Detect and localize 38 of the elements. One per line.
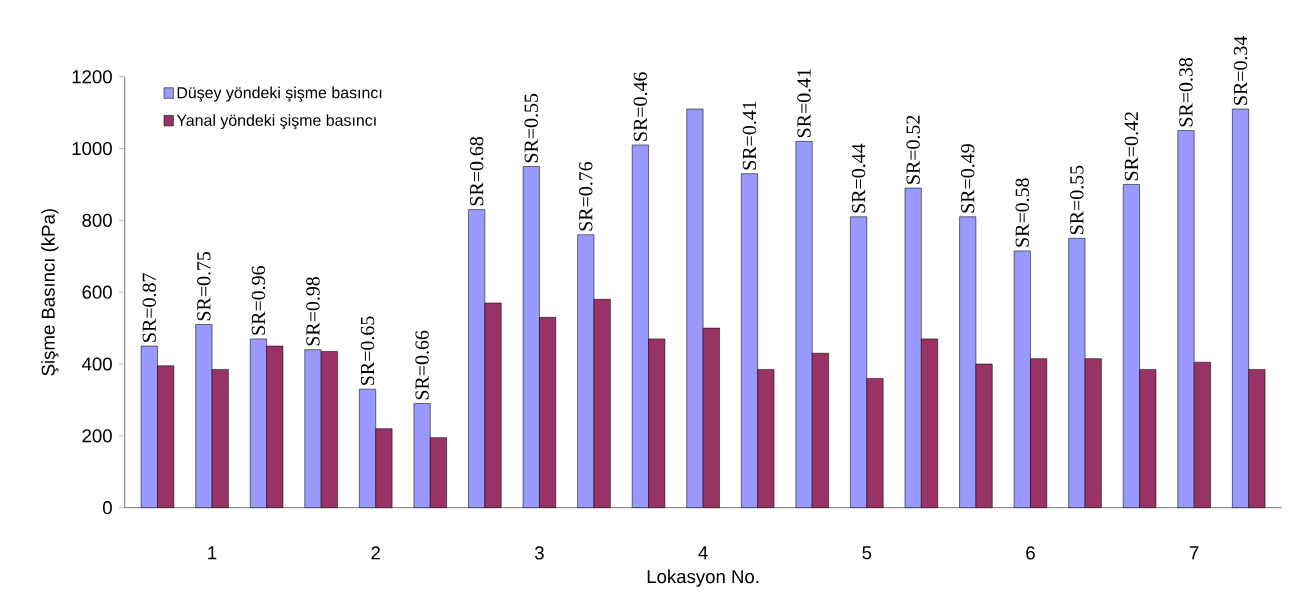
x-tick-label: 4 (698, 546, 708, 560)
annotation: SR=0.68 (469, 136, 484, 206)
annotation: SR=0.75 (197, 251, 211, 321)
annotation: SR=0.65 (360, 316, 375, 385)
y-axis-title: Şişme Basıncı (kPa) (41, 209, 59, 376)
annotation: SR=0.96 (251, 266, 266, 335)
x-tick-label: 1 (208, 546, 217, 560)
annotation: SR=0.58 (1015, 178, 1030, 247)
annotation: SR=0.44 (851, 143, 866, 213)
annotation: SR=0.41 (742, 101, 757, 170)
annotation: SR=0.55 (1070, 165, 1084, 235)
y-tick-label: 400 (82, 357, 112, 371)
x-tick-label: 3 (534, 546, 544, 560)
y-tick-label: 200 (82, 429, 112, 443)
x-tick-label: 5 (862, 546, 872, 560)
x-tick-label: 6 (1026, 546, 1035, 560)
y-tick-label: 600 (82, 285, 112, 299)
y-tick-label: 1000 (72, 141, 112, 156)
annotation: SR=0.52 (906, 115, 920, 184)
annotation: SR=0.42 (1124, 112, 1139, 181)
y-tick-label: 1200 (72, 70, 112, 84)
x-tick-label: 7 (1189, 546, 1199, 560)
annotation: SR=0.87 (142, 273, 157, 342)
annotation: SR=0.55 (524, 93, 539, 163)
annotation: SR=0.66 (415, 330, 429, 400)
legend-label: Yanal yöndeki şişme basıncı (176, 114, 376, 130)
annotation: SR=0.98 (306, 277, 320, 346)
annotation: SR=0.46 (633, 72, 648, 141)
annotation: SR=0.34 (1233, 35, 1248, 105)
annotation: SR=0.76 (579, 161, 593, 231)
legend-label: Düşey yöndeki şişme basıncı (177, 86, 382, 102)
y-tick-label: 800 (82, 213, 112, 227)
x-axis-title: Lokasyon No. (647, 569, 759, 587)
x-tick-label: 2 (371, 546, 380, 560)
annotation: SR=0.41 (797, 69, 811, 138)
y-tick-label: 0 (103, 501, 112, 515)
annotation: SR=0.49 (960, 144, 975, 213)
annotation: SR=0.38 (1179, 57, 1193, 127)
